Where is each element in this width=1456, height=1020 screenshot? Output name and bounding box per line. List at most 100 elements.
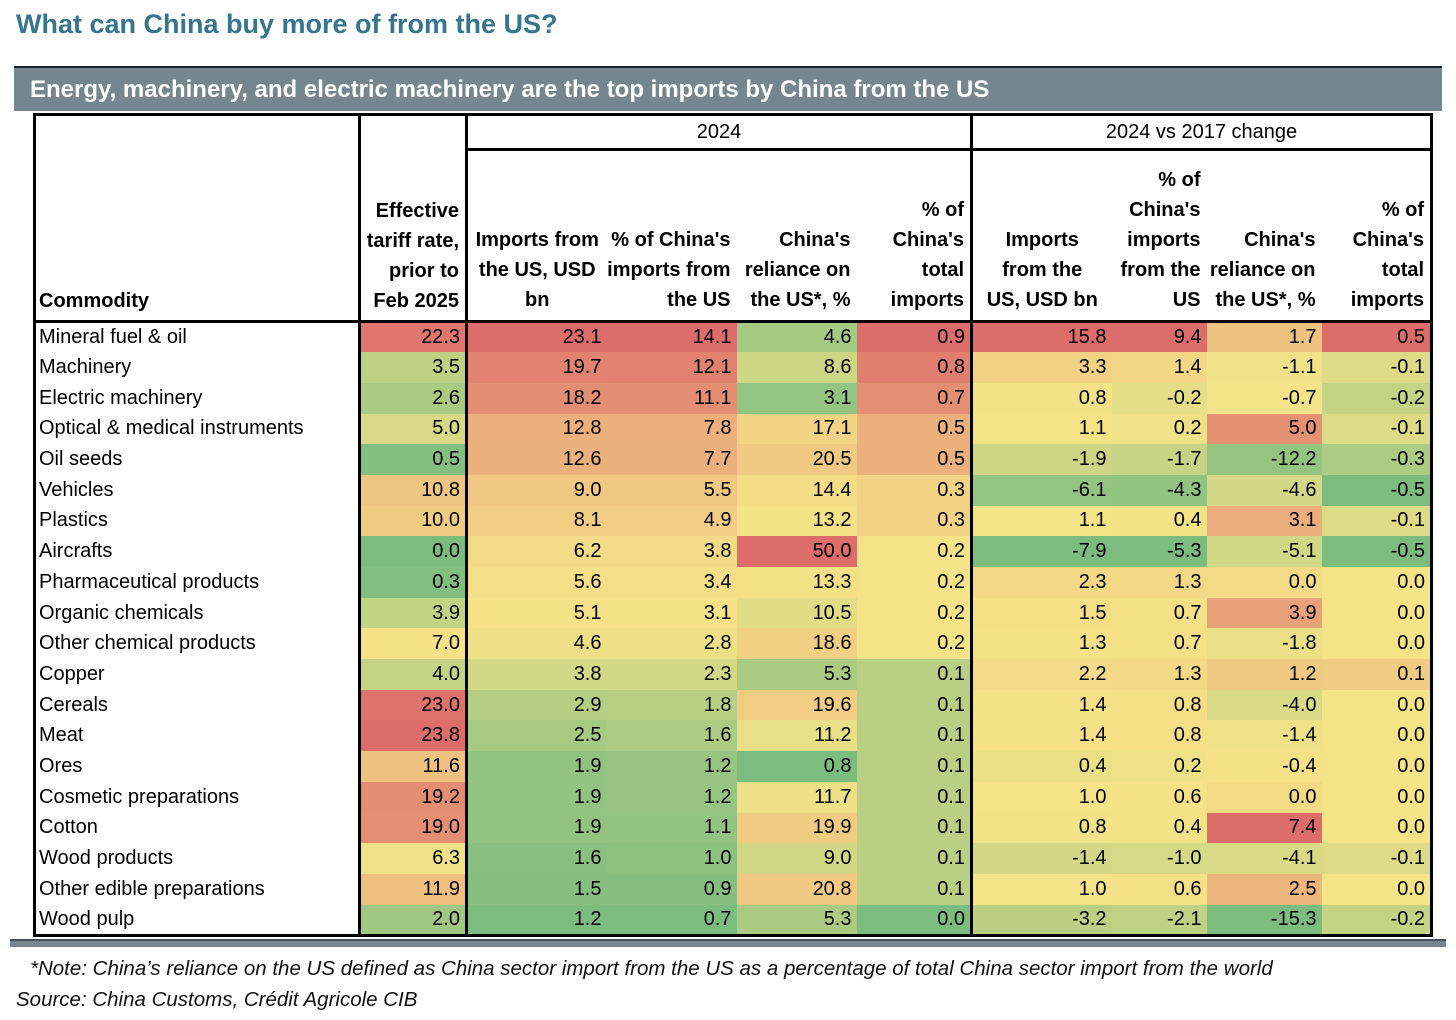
table-row: Electric machinery 2.6 18.2 11.1 3.1 0.7 0.8 -0… <box>34 382 1432 414</box>
value-cell: 5.6 <box>465 567 607 598</box>
value-cell: 0.2 <box>856 536 972 567</box>
value-cell: 1.0 <box>970 873 1112 905</box>
value-cell: -0.2 <box>1111 382 1207 414</box>
value-cell: 0.8 <box>736 751 857 782</box>
value-cell: 2.5 <box>465 720 607 752</box>
value-cell: 0.3 <box>358 567 467 598</box>
value-cell: 0.1 <box>856 720 972 752</box>
value-cell: 0.7 <box>606 904 737 936</box>
value-cell: -1.4 <box>1206 720 1322 752</box>
table-title-bar: Energy, machinery, and electric machiner… <box>14 66 1442 111</box>
commodity-cell: Meat <box>34 720 360 752</box>
commodity-cell: Machinery <box>34 352 360 383</box>
value-cell: 13.2 <box>736 505 857 537</box>
value-cell: 1.9 <box>465 781 607 813</box>
value-cell: 0.2 <box>856 628 972 660</box>
table-row: Vehicles 10.8 9.0 5.5 14.4 0.3 -6.1 -4.3 -4.6 -0.… <box>34 474 1432 506</box>
value-cell: 8.6 <box>736 352 857 383</box>
value-cell: 11.2 <box>736 720 857 752</box>
value-cell: 1.2 <box>606 781 737 813</box>
value-cell: -4.3 <box>1111 474 1207 506</box>
value-cell: 9.0 <box>465 474 607 506</box>
value-cell: 0.2 <box>856 567 972 598</box>
value-cell: 9.4 <box>1111 321 1207 353</box>
table-row: Wood pulp 2.0 1.2 0.7 5.3 0.0 -3.2 -2.1 -15.3 -0.… <box>34 904 1432 936</box>
value-cell: 1.6 <box>465 843 607 874</box>
table-row: Organic chemicals 3.9 5.1 3.1 10.5 0.2 1.5 0.7 3… <box>34 597 1432 629</box>
commodity-cell: Oil seeds <box>34 444 360 475</box>
table-row: Cereals 23.0 2.9 1.8 19.6 0.1 1.4 0.8 -4.0 0.0 <box>34 689 1432 721</box>
value-cell: -1.0 <box>1111 843 1207 874</box>
value-cell: 0.1 <box>856 689 972 721</box>
table-row: Cotton 19.0 1.9 1.1 19.9 0.1 0.8 0.4 7.4 0.0 <box>34 812 1432 844</box>
value-cell: 0.8 <box>970 382 1112 414</box>
value-cell: 0.7 <box>1111 628 1207 660</box>
table-row: Wood products 6.3 1.6 1.0 9.0 0.1 -1.4 -1.0 -4.1… <box>34 843 1432 874</box>
value-cell: 1.8 <box>606 689 737 721</box>
footnotes: *Note: China’s reliance on the US define… <box>16 953 1273 1015</box>
value-cell: 6.2 <box>465 536 607 567</box>
value-cell: 5.0 <box>358 413 467 445</box>
value-cell: 1.2 <box>465 904 607 936</box>
table-row: Oil seeds 0.5 12.6 7.7 20.5 0.5 -1.9 -1.7 -12.2-… <box>34 444 1432 475</box>
value-cell: 1.1 <box>606 812 737 844</box>
col-header-share-of-imports-change: % of China's imports from the US <box>1111 149 1207 323</box>
col-header-commodity: Commodity <box>34 114 360 323</box>
value-cell: -0.5 <box>1321 474 1432 506</box>
commodity-cell: Aircrafts <box>34 536 360 567</box>
value-cell: 1.1 <box>970 505 1112 537</box>
commodity-cell: Plastics <box>34 505 360 537</box>
value-cell: 0.7 <box>856 382 972 414</box>
note-text: *Note: China’s reliance on the US define… <box>30 957 1273 980</box>
value-cell: 18.2 <box>465 382 607 414</box>
commodity-cell: Wood pulp <box>34 904 360 936</box>
value-cell: 0.9 <box>606 873 737 905</box>
commodity-cell: Wood products <box>34 843 360 874</box>
value-cell: 0.0 <box>1321 720 1432 752</box>
value-cell: 1.4 <box>970 689 1112 721</box>
table-title: Energy, machinery, and electric machiner… <box>30 75 990 103</box>
value-cell: 15.8 <box>970 321 1112 353</box>
commodity-cell: Vehicles <box>34 474 360 506</box>
value-cell: 3.4 <box>606 567 737 598</box>
group-header-2024-vs-2017: 2024 vs 2017 change <box>969 114 1432 151</box>
value-cell: 4.6 <box>465 628 607 660</box>
value-cell: 3.1 <box>1206 505 1322 537</box>
value-cell: 5.5 <box>606 474 737 506</box>
value-cell: 10.0 <box>358 505 467 537</box>
value-cell: 0.0 <box>1321 873 1432 905</box>
value-cell: 0.8 <box>1111 720 1207 752</box>
value-cell: 23.8 <box>358 720 467 752</box>
col-header-share-of-imports-2024: % of China's imports from the US <box>606 149 737 323</box>
value-cell: 1.2 <box>606 751 737 782</box>
value-cell: 2.0 <box>358 904 467 936</box>
value-cell: -0.1 <box>1321 413 1432 445</box>
value-cell: 2.6 <box>358 382 467 414</box>
table-row: Optical & medical instruments 5.0 12.8 7.8 1… <box>34 413 1432 445</box>
value-cell: 11.9 <box>358 873 467 905</box>
table-row: Copper 4.0 3.8 2.3 5.3 0.1 2.2 1.3 1.2 0.1 <box>34 659 1432 690</box>
value-cell: -0.1 <box>1321 843 1432 874</box>
value-cell: 17.1 <box>736 413 857 445</box>
value-cell: 3.9 <box>358 597 467 629</box>
value-cell: 14.4 <box>736 474 857 506</box>
value-cell: 11.7 <box>736 781 857 813</box>
value-cell: -1.4 <box>970 843 1112 874</box>
value-cell: 23.1 <box>465 321 607 353</box>
value-cell: 3.1 <box>736 382 857 414</box>
value-cell: 5.3 <box>736 904 857 936</box>
table-row: Other chemical products 7.0 4.6 2.8 18.6 0.2 1… <box>34 628 1432 660</box>
value-cell: 19.0 <box>358 812 467 844</box>
heatmap-table: Commodity Effective tariff rate, prior t… <box>33 113 1434 937</box>
value-cell: 0.0 <box>1321 567 1432 598</box>
group-header-2024: 2024 <box>465 114 972 151</box>
value-cell: 8.1 <box>465 505 607 537</box>
value-cell: 0.0 <box>1321 751 1432 782</box>
value-cell: -7.9 <box>970 536 1112 567</box>
value-cell: 0.5 <box>856 413 972 445</box>
value-cell: 1.5 <box>465 873 607 905</box>
value-cell: 3.1 <box>606 597 737 629</box>
value-cell: 20.8 <box>736 873 857 905</box>
commodity-cell: Cosmetic preparations <box>34 781 360 813</box>
table-row: Ores 11.6 1.9 1.2 0.8 0.1 0.4 0.2 -0.4 0.0 <box>34 751 1432 782</box>
